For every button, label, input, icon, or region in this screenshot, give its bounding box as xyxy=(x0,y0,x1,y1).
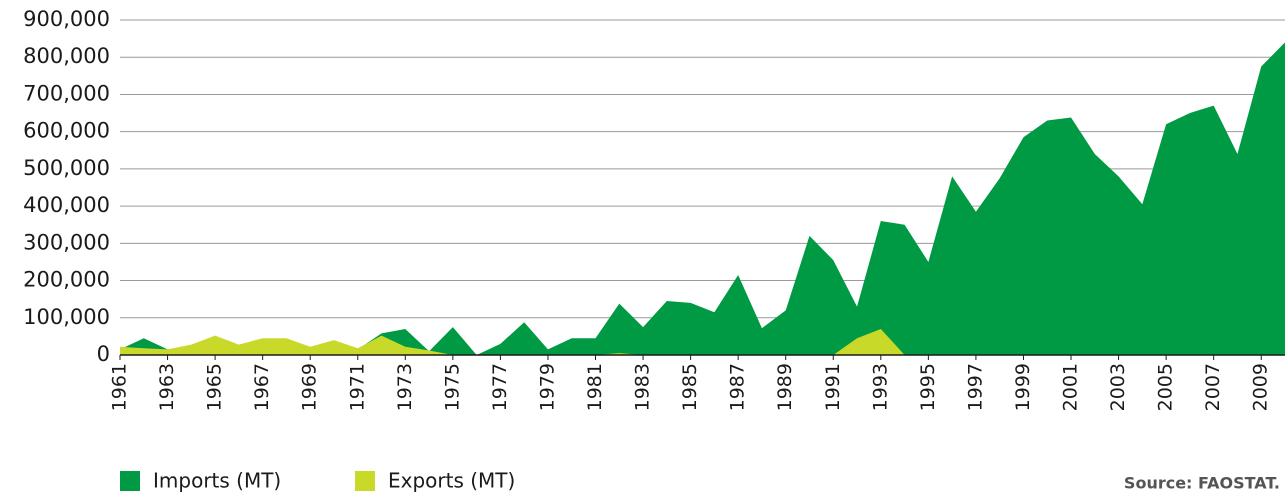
y-tick-label: 800,000 xyxy=(23,44,110,68)
x-tick-label: 1985 xyxy=(679,363,701,411)
y-tick-label: 700,000 xyxy=(23,81,110,105)
x-tick-label: 1965 xyxy=(204,363,226,411)
x-tick-label: 1993 xyxy=(869,363,891,411)
x-tick-label: 1975 xyxy=(441,363,463,411)
x-tick-label: 2001 xyxy=(1060,363,1082,411)
area xyxy=(120,328,1285,355)
x-tick-label: 1989 xyxy=(774,363,796,411)
x-tick-label: 1991 xyxy=(822,363,844,411)
x-tick-label: 2003 xyxy=(1107,363,1129,411)
x-tick-label: 1987 xyxy=(727,363,749,411)
x-tick-label: 1983 xyxy=(632,363,654,411)
legend-swatch xyxy=(120,471,140,491)
y-tick-label: 400,000 xyxy=(23,193,110,217)
x-tick-label: 1979 xyxy=(536,363,558,411)
x-tick-label: 2007 xyxy=(1202,363,1224,411)
x-tick-label: 1967 xyxy=(251,363,273,411)
x-tick-label: 2009 xyxy=(1250,363,1272,411)
legend-label: Exports (MT) xyxy=(388,469,515,493)
legend-swatch xyxy=(355,471,375,491)
x-tick-label: 1971 xyxy=(346,363,368,411)
x-tick-label: 1977 xyxy=(489,363,511,411)
y-tick-label: 0 xyxy=(97,342,110,366)
x-tick-label: 1963 xyxy=(156,363,178,411)
y-tick-label: 300,000 xyxy=(23,230,110,254)
area xyxy=(120,42,1285,355)
y-tick-label: 600,000 xyxy=(23,119,110,143)
y-tick-label: 100,000 xyxy=(23,305,110,329)
x-tick-label: 1997 xyxy=(964,363,986,411)
y-tick-label: 900,000 xyxy=(23,7,110,31)
x-tick-label: 1973 xyxy=(394,363,416,411)
x-tick-label: 1995 xyxy=(917,363,939,411)
x-tick-label: 1999 xyxy=(1012,363,1034,411)
x-tick-label: 1961 xyxy=(109,363,131,411)
x-tick-label: 2005 xyxy=(1155,363,1177,411)
legend-label: Imports (MT) xyxy=(153,469,281,493)
x-tick-label: 1969 xyxy=(299,363,321,411)
source-note: Source: FAOSTAT. xyxy=(1124,474,1280,493)
x-tick-label: 1981 xyxy=(584,363,606,411)
y-tick-label: 500,000 xyxy=(23,156,110,180)
y-tick-label: 200,000 xyxy=(23,268,110,292)
